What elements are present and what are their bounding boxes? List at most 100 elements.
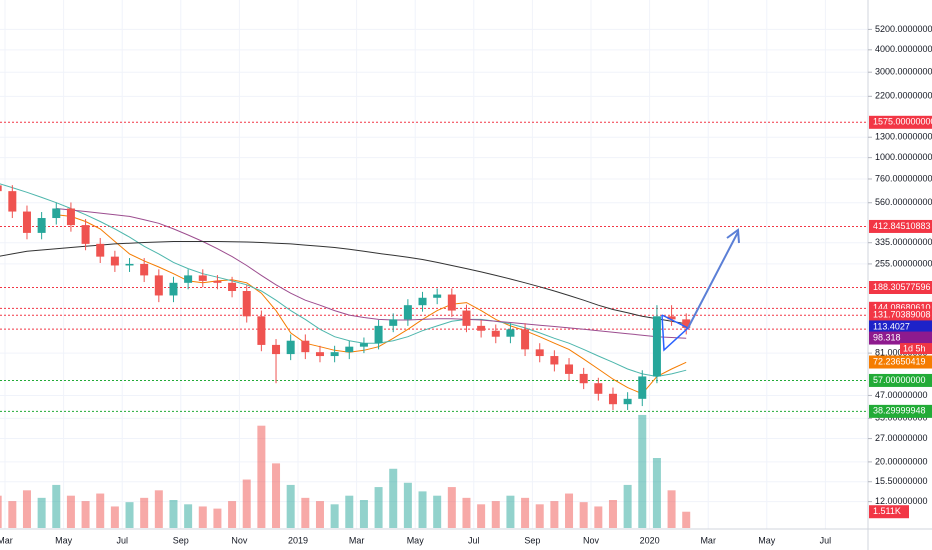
volume-bar: [418, 491, 427, 528]
volume-tag-label: 1.511K: [873, 506, 901, 516]
volume-bar: [140, 497, 149, 528]
volume-bar: [154, 490, 163, 528]
y-tick-label: 3000.00000000: [875, 67, 932, 77]
triangle-drawing: [661, 314, 690, 352]
volume-bar: [345, 495, 354, 528]
volume-bar: [403, 482, 412, 528]
y-tick-label: 12.00000000: [875, 496, 928, 506]
candle-body: [198, 275, 207, 281]
price-tag-label: 113.4027: [873, 321, 910, 331]
volume-bar: [491, 501, 500, 528]
volume-bar: [477, 504, 486, 528]
candle-body: [81, 225, 90, 244]
price-axis: [868, 0, 932, 550]
y-tick-label: 560.00000000: [875, 197, 932, 207]
y-tick-label: 20.00000000: [875, 456, 928, 466]
candle-body: [389, 319, 398, 326]
volume-bar: [447, 487, 456, 528]
volume-bar: [66, 495, 75, 528]
volume-bar: [22, 490, 31, 528]
x-tick-label: Jul: [468, 535, 480, 545]
price-tag: [869, 355, 932, 369]
x-tick-label: Nov: [231, 535, 248, 545]
x-tick-label: May: [407, 535, 425, 545]
candle-body: [272, 344, 281, 355]
price-tag-label: 57.00000000: [873, 375, 926, 385]
volume-bar: [272, 463, 281, 528]
y-tick-label: 1300.00000000: [875, 132, 932, 142]
y-tick-label: 1000.00000000: [875, 152, 932, 162]
y-tick-label: 47.00000000: [875, 390, 928, 400]
price-tag-label: 412.84510883: [873, 221, 931, 231]
candle-body: [52, 208, 61, 219]
y-tick-label: 5200.00000000: [875, 24, 932, 34]
candle-body: [110, 256, 119, 266]
volume-bar: [594, 506, 603, 528]
x-tick-label: Sep: [524, 535, 540, 545]
price-tag: [869, 280, 932, 294]
volume-bar: [608, 500, 617, 528]
price-tag: [869, 308, 932, 322]
candle-body: [8, 191, 17, 212]
moving-average: [0, 241, 687, 325]
x-tick-label: Mar: [700, 535, 716, 545]
candle-body: [462, 310, 471, 326]
volume-bar: [374, 487, 383, 528]
x-tick-label: May: [758, 535, 776, 545]
candle-body: [535, 349, 544, 357]
volume-bar: [37, 497, 46, 528]
candle-body: [682, 319, 691, 328]
volume-bar: [286, 484, 295, 528]
moving-average: [0, 183, 687, 378]
volume-bar: [110, 506, 119, 528]
volume-bar: [169, 500, 178, 528]
price-tag: [869, 115, 932, 129]
candle-body: [447, 294, 456, 311]
y-tick-label: 255.00000000: [875, 258, 932, 268]
candle-body: [257, 316, 266, 345]
candle-body: [125, 263, 134, 266]
y-tick-label: 2200.00000000: [875, 91, 932, 101]
candle-body: [594, 383, 603, 394]
price-tag-label: 144.08680610: [873, 303, 931, 313]
x-tick-label: 2019: [288, 535, 308, 545]
volume-bar: [242, 479, 251, 528]
volume-bar: [579, 502, 588, 528]
volume-bar: [535, 504, 544, 528]
candle-body: [623, 398, 632, 405]
candle-body: [418, 297, 427, 306]
candle-body: [242, 291, 251, 317]
volume-bar: [8, 501, 17, 528]
arrow-drawing: [687, 231, 739, 329]
candle-body: [477, 325, 486, 331]
candle-body: [169, 282, 178, 296]
candle-body: [374, 325, 383, 344]
candle-body: [37, 218, 46, 233]
volume-bar: [652, 458, 661, 528]
volume-bar: [389, 468, 398, 528]
x-tick-label: Mar: [0, 535, 13, 545]
volume-bar: [667, 490, 676, 528]
x-tick-label: Mar: [349, 535, 365, 545]
volume-bar: [315, 501, 324, 528]
candle-body: [96, 243, 105, 257]
candle-body: [22, 211, 31, 233]
volume-bar: [565, 493, 574, 528]
candle-body: [491, 330, 500, 337]
volume-bar: [228, 501, 237, 528]
volume-bar: [301, 497, 310, 528]
price-tag-label: 98.318: [873, 332, 901, 342]
volume-bar: [521, 497, 530, 528]
arrow-head: [726, 228, 740, 244]
volume-bar: [0, 495, 2, 528]
countdown-box: [900, 343, 932, 355]
candle-body: [403, 305, 412, 320]
y-tick-label: 15.50000000: [875, 476, 928, 486]
price-tag-label: 72.23650419: [873, 356, 926, 366]
moving-average: [56, 214, 687, 395]
candle-body: [345, 346, 354, 353]
price-tag: [869, 331, 932, 345]
price-tag-label: 38.29999948: [873, 406, 926, 416]
candle-body: [330, 352, 339, 357]
